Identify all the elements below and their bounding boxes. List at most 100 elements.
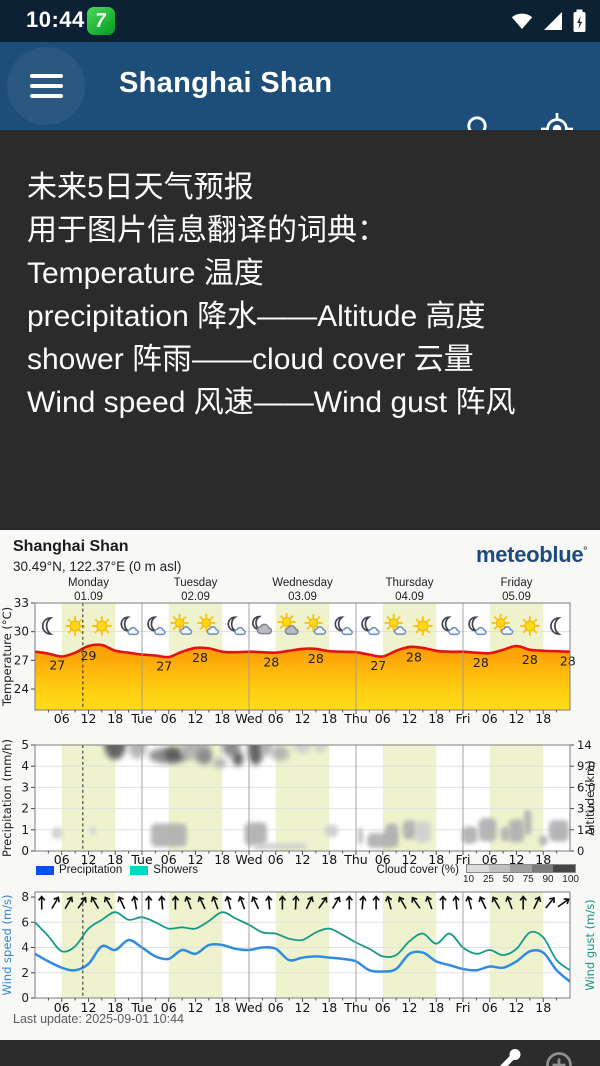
svg-text:1: 1 (21, 823, 29, 837)
svg-text:5: 5 (21, 738, 29, 752)
svg-text:12: 12 (402, 711, 418, 726)
svg-text:18: 18 (428, 1000, 444, 1015)
cloud-cover-scale: 10 25 50 75 90 100 (463, 864, 579, 886)
svg-text:Thu: Thu (343, 1000, 367, 1015)
svg-text:1.5: 1.5 (577, 823, 595, 837)
svg-text:27: 27 (156, 659, 172, 674)
showers-swatch (130, 865, 149, 875)
svg-text:2: 2 (21, 802, 29, 816)
share-icon[interactable] (488, 1046, 524, 1066)
svg-text:12: 12 (81, 1000, 97, 1015)
day-header: Friday 05.09 (500, 577, 533, 603)
cloud-cover-label: Cloud cover (%) (376, 864, 459, 876)
svg-text:28: 28 (473, 655, 489, 670)
svg-text:06: 06 (375, 852, 391, 867)
svg-text:18: 18 (535, 852, 551, 867)
svg-text:14: 14 (577, 738, 592, 752)
svg-text:6: 6 (21, 915, 29, 929)
svg-text:06: 06 (161, 711, 177, 726)
svg-text:Wed: Wed (235, 711, 262, 726)
meteogram-card: Shanghai Shan 30.49°N, 122.37°E (0 m asl… (0, 530, 600, 1040)
svg-text:12: 12 (509, 711, 525, 726)
svg-text:Fri: Fri (456, 1000, 471, 1015)
svg-text:27: 27 (370, 658, 386, 673)
svg-text:18: 18 (321, 1000, 337, 1015)
note-line: Temperature 温度 (27, 257, 264, 290)
svg-text:18: 18 (107, 852, 123, 867)
day-header: Wednesday 03.09 (272, 577, 333, 603)
battery-charging-icon (573, 9, 586, 32)
svg-text:06: 06 (375, 1000, 391, 1015)
svg-text:28: 28 (263, 655, 279, 670)
svg-text:12: 12 (188, 711, 204, 726)
svg-text:28: 28 (308, 651, 324, 666)
svg-text:Tue: Tue (130, 711, 153, 726)
svg-text:28: 28 (560, 654, 576, 669)
svg-text:18: 18 (107, 711, 123, 726)
svg-text:18: 18 (428, 711, 444, 726)
svg-text:28: 28 (192, 650, 208, 665)
svg-text:9.0: 9.0 (577, 759, 595, 773)
svg-text:Wed: Wed (235, 1000, 262, 1015)
svg-text:Temperature (°C): Temperature (°C) (0, 607, 14, 707)
svg-text:06: 06 (482, 852, 498, 867)
svg-text:3.5: 3.5 (577, 802, 595, 816)
app-bar: Shanghai Shan (0, 42, 600, 145)
note-line: precipitation 降水——Altitude 高度 (27, 300, 486, 333)
svg-text:12: 12 (295, 852, 311, 867)
status-time: 10:44 (26, 7, 85, 32)
day-header: Thursday 04.09 (385, 577, 434, 603)
svg-text:18: 18 (107, 1000, 123, 1015)
svg-text:12: 12 (509, 1000, 525, 1015)
app-badge-icon: 7 (87, 7, 115, 35)
app-badge-label: 7 (93, 10, 109, 32)
svg-text:06: 06 (482, 1000, 498, 1015)
svg-text:18: 18 (535, 1000, 551, 1015)
note-line: shower 阵雨——cloud cover 云量 (27, 343, 474, 376)
svg-text:06: 06 (482, 711, 498, 726)
svg-text:06: 06 (54, 1000, 70, 1015)
svg-text:Thu: Thu (343, 711, 367, 726)
last-update: Last update: 2025-09-01 10:44 (13, 1012, 184, 1026)
svg-text:12: 12 (295, 711, 311, 726)
add-circle-icon[interactable] (542, 1048, 578, 1066)
svg-text:Wind gust (m/s): Wind gust (m/s) (583, 899, 597, 990)
svg-text:18: 18 (321, 852, 337, 867)
note-line: 未来5日天气预报 (27, 171, 254, 204)
status-icons (509, 0, 588, 42)
svg-text:24: 24 (14, 682, 29, 696)
wifi-icon (511, 13, 533, 29)
svg-text:18: 18 (535, 711, 551, 726)
svg-text:18: 18 (214, 852, 230, 867)
note-line: Wind speed 风速——Wind gust 阵风 (27, 386, 516, 419)
meteogram-coords: 30.49°N, 122.37°E (0 m asl) (13, 559, 182, 574)
legend-showers: Showers (130, 864, 198, 876)
svg-text:12: 12 (81, 852, 97, 867)
svg-text:0: 0 (21, 991, 29, 1005)
chart-legend: Precipitation Showers Cloud cover (%) 10… (36, 864, 579, 888)
cell-signal-icon (544, 12, 562, 30)
svg-text:Fri: Fri (456, 711, 471, 726)
svg-text:12: 12 (402, 1000, 418, 1015)
svg-text:0: 0 (577, 844, 584, 858)
svg-text:6.0: 6.0 (577, 780, 595, 794)
svg-text:06: 06 (268, 711, 284, 726)
svg-text:27: 27 (14, 653, 29, 667)
svg-text:4: 4 (21, 941, 29, 955)
menu-button[interactable] (30, 71, 63, 101)
bottom-bar (0, 1040, 600, 1066)
precipitation-cloud-chart: 5 4 3 2 1 0 0 1.5 3.5 6.0 9.0 14 Precipitation (mm/h… (0, 738, 597, 867)
svg-text:8: 8 (21, 890, 29, 904)
svg-text:12: 12 (81, 711, 97, 726)
svg-text:12: 12 (295, 1000, 311, 1015)
svg-text:0: 0 (21, 844, 29, 858)
svg-text:Precipitation (mm/h): Precipitation (mm/h) (0, 739, 14, 857)
svg-text:06: 06 (54, 711, 70, 726)
svg-text:Tue: Tue (130, 1000, 153, 1015)
translation-note-panel: 未来5日天气预报 用于图片信息翻译的词典： Temperature 温度 pre… (0, 130, 600, 530)
svg-text:27: 27 (49, 658, 65, 673)
note-line: 用于图片信息翻译的词典： (27, 214, 387, 247)
status-bar: 10:44 7 (0, 0, 600, 42)
svg-text:06: 06 (54, 852, 70, 867)
